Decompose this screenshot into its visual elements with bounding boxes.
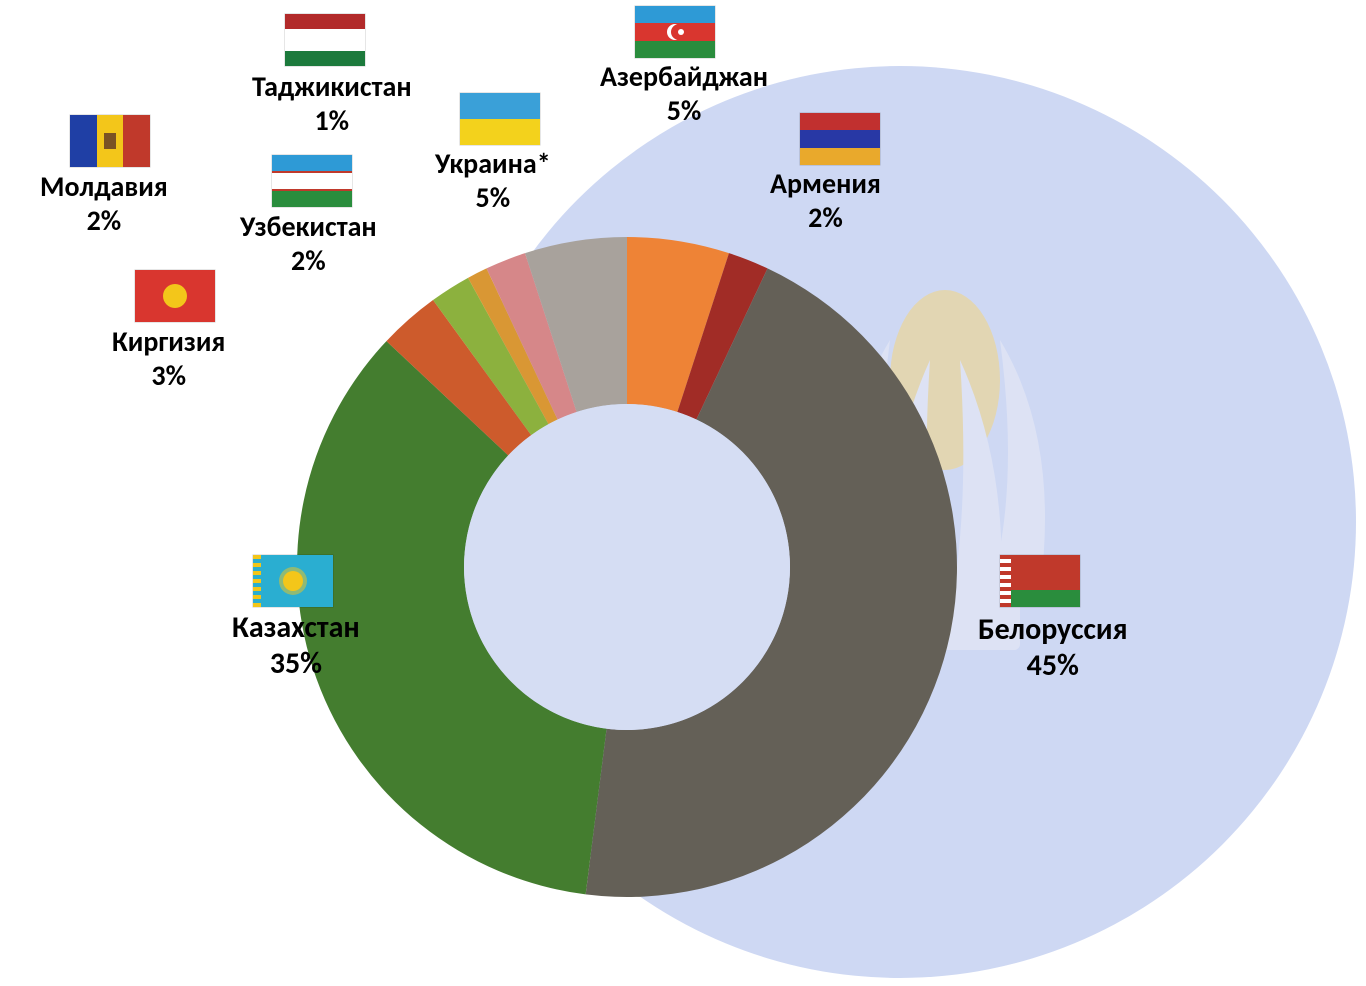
label-text: Узбекистан: [240, 210, 377, 244]
flag-ukraine: [460, 93, 540, 145]
flag-kyrgyzstan: [135, 270, 215, 322]
label-pct: 3%: [112, 359, 225, 393]
label-text: Киргизия: [112, 325, 225, 359]
label-pct: 1%: [252, 104, 412, 138]
label-text: Казахстан: [232, 610, 360, 646]
label-kyrgyzstan: Киргизия 3%: [112, 325, 225, 392]
flag-uzbekistan: [272, 155, 352, 207]
flag-moldova: [70, 115, 150, 167]
flag-azerbaijan: [635, 6, 715, 58]
label-pct: 5%: [435, 181, 551, 215]
label-text: Белоруссия: [978, 612, 1128, 648]
label-azerbaijan: Азербайджан 5%: [600, 60, 768, 127]
label-text: Армения: [770, 167, 881, 201]
label-armenia: Армения 2%: [770, 167, 881, 234]
label-pct: 5%: [600, 94, 768, 128]
flag-armenia: [800, 113, 880, 165]
label-belarus: Белоруссия 45%: [978, 612, 1128, 684]
label-text: Таджикистан: [252, 70, 412, 104]
label-pct: 2%: [40, 204, 168, 238]
label-text: Молдавия: [40, 170, 168, 204]
donut-hole: [464, 404, 790, 730]
flag-kazakhstan: [253, 555, 333, 607]
label-text: Азербайджан: [600, 60, 768, 94]
label-tajikistan: Таджикистан 1%: [252, 70, 412, 137]
label-pct: 2%: [240, 244, 377, 278]
label-pct: 45%: [978, 648, 1128, 684]
label-pct: 35%: [232, 646, 360, 682]
label-text: Украина*: [435, 147, 551, 181]
label-moldova: Молдавия 2%: [40, 170, 168, 237]
flag-tajikistan: [285, 14, 365, 66]
donut-chart: [0, 0, 1366, 986]
label-pct: 2%: [770, 201, 881, 235]
flag-belarus: [1000, 555, 1080, 607]
label-kazakhstan: Казахстан 35%: [232, 610, 360, 682]
label-ukraine: Украина* 5%: [435, 147, 551, 214]
label-uzbekistan: Узбекистан 2%: [240, 210, 377, 277]
